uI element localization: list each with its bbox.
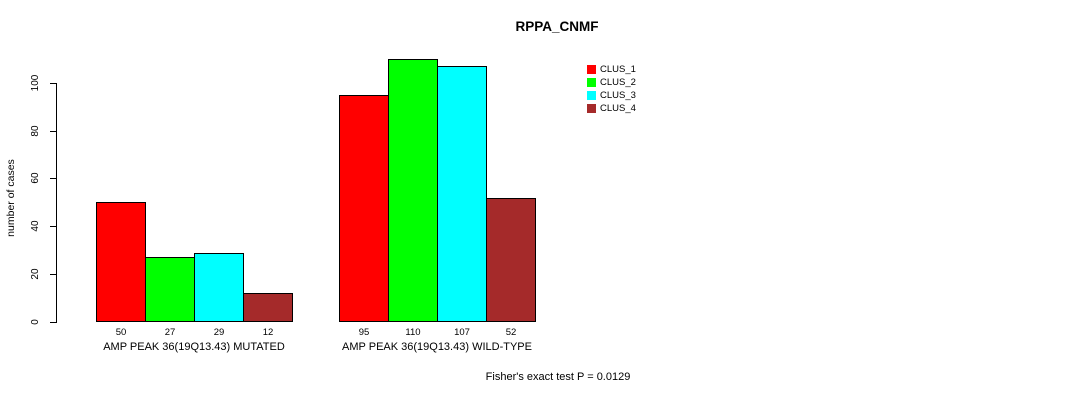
bar-value-label: 27 [164,327,176,338]
y-tick-label: 0 [30,319,41,325]
legend-label: CLUS_2 [600,76,636,88]
bar-clus_2-group2 [388,59,438,322]
fisher-test-annotation: Fisher's exact test P = 0.0129 [485,371,631,383]
bar-clus_2-group1 [145,257,195,322]
legend: CLUS_1 CLUS_2 CLUS_3 CLUS_4 [587,63,636,115]
y-axis-tick [50,274,57,275]
bar-clus_1-group1 [96,202,146,322]
bar-clus_1-group2 [339,95,389,322]
bar-value-label: 110 [405,327,421,338]
y-axis-tick [50,226,57,227]
y-tick-label: 60 [30,172,41,184]
x-category-label: AMP PEAK 36(19Q13.43) WILD-TYPE [342,341,532,353]
y-axis-tick [50,322,57,323]
bar-clus_4-group2 [486,198,536,322]
legend-swatch-icon [587,78,596,87]
legend-item: CLUS_2 [587,76,636,89]
y-axis-tick [50,178,57,179]
legend-item: CLUS_3 [587,89,636,102]
legend-swatch-icon [587,65,596,74]
bar-value-label: 50 [115,327,127,338]
legend-swatch-icon [587,104,596,113]
bar-value-label: 107 [454,327,470,338]
legend-swatch-icon [587,91,596,100]
y-axis-tick [50,83,57,84]
y-tick-label: 20 [30,268,41,280]
legend-label: CLUS_1 [600,63,636,75]
bar-clus_4-group1 [243,293,293,322]
legend-label: CLUS_4 [600,102,636,114]
y-tick-label: 40 [30,220,41,232]
y-tick-label: 100 [30,74,41,92]
legend-item: CLUS_1 [587,63,636,76]
legend-label: CLUS_3 [600,89,636,101]
legend-item: CLUS_4 [587,102,636,115]
bar-value-label: 12 [262,327,274,338]
bar-value-label: 95 [358,327,370,338]
bar-clus_3-group2 [437,66,487,322]
bar-clus_3-group1 [194,253,244,322]
bar-value-label: 52 [505,327,517,338]
bar-value-label: 29 [213,327,225,338]
y-axis-line [56,83,57,322]
y-axis-tick [50,131,57,132]
chart-title: RPPA_CNMF [515,19,599,34]
y-tick-label: 80 [30,125,41,137]
y-axis-label: number of cases [5,159,17,237]
x-category-label: AMP PEAK 36(19Q13.43) MUTATED [103,341,285,353]
